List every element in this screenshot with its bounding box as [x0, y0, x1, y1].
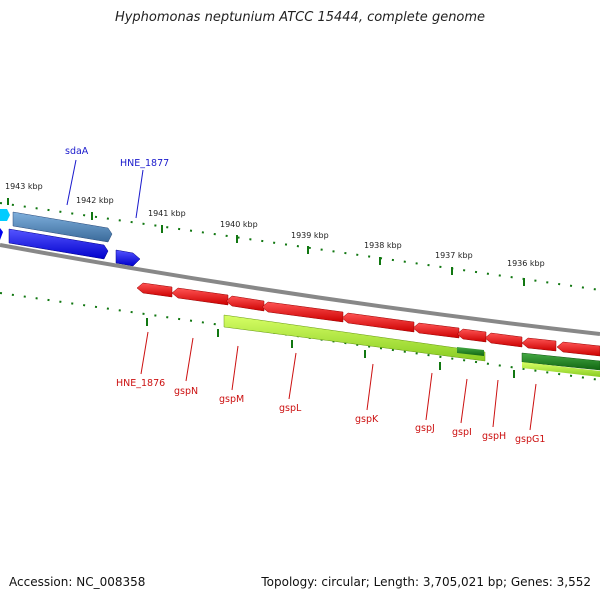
- gene-label-gspN: gspN: [174, 386, 198, 397]
- leader-line: [66, 159, 77, 206]
- gene-label-gspH: gspH: [482, 431, 506, 442]
- gene-blue-long[interactable]: [8, 228, 109, 260]
- gene-label-HNE_1877: HNE_1877: [120, 158, 169, 169]
- kbp-label: 1941 kbp: [148, 209, 186, 218]
- gene-lime-long[interactable]: [223, 314, 486, 362]
- gene-gspN[interactable]: [171, 287, 229, 306]
- bottom-leaders: [140, 331, 537, 431]
- gene-label-sdaA: sdaA: [65, 146, 89, 157]
- kbp-label: 1939 kbp: [291, 231, 329, 240]
- gene-label-gspJ: gspJ: [415, 423, 435, 434]
- gene-label-gspK: gspK: [355, 414, 379, 425]
- gene-gspL[interactable]: [261, 301, 344, 323]
- gene-cyan[interactable]: [0, 209, 10, 221]
- gene-gspM[interactable]: [225, 295, 265, 312]
- kbp-label: 1943 kbp: [5, 182, 43, 191]
- kbp-label: 1937 kbp: [435, 251, 473, 260]
- genome-backbone: [0, 243, 600, 336]
- gene-label-gspG1: gspG1: [515, 434, 545, 445]
- gene-label-gspM: gspM: [219, 394, 244, 405]
- reverse-genes: [136, 282, 600, 357]
- gene-HNE_1877[interactable]: [115, 249, 141, 267]
- gene-gspI[interactable]: [456, 328, 487, 343]
- gene-gspK[interactable]: [341, 312, 415, 333]
- upper-tick-track: [0, 198, 600, 291]
- gene-green-small[interactable]: [457, 347, 484, 356]
- reverse-genes-inner: [223, 314, 600, 377]
- gene-gspH[interactable]: [484, 332, 523, 348]
- kbp-label: 1938 kbp: [364, 241, 402, 250]
- kbp-label: 1936 kbp: [507, 259, 545, 268]
- gene-label-HNE_1876: HNE_1876: [116, 378, 165, 389]
- gene-gspG1[interactable]: [521, 337, 557, 352]
- gene-green-right[interactable]: [521, 352, 600, 371]
- lower-tick-track: [0, 292, 600, 381]
- gene-label-gspI: gspI: [452, 427, 472, 438]
- gene-gspJ[interactable]: [412, 322, 460, 339]
- genome-stats-text: Topology: circular; Length: 3,705,021 bp…: [261, 575, 591, 589]
- gene-sdaA[interactable]: [12, 211, 113, 243]
- gene-lime-right[interactable]: [522, 362, 600, 377]
- accession-text: Accession: NC_008358: [9, 575, 146, 589]
- forward-genes: [0, 209, 141, 267]
- gene-red-right[interactable]: [556, 341, 600, 357]
- gene-left-edge[interactable]: [0, 228, 3, 240]
- kbp-label: 1940 kbp: [220, 220, 258, 229]
- kbp-label: 1942 kbp: [76, 196, 114, 205]
- gene-label-gspL: gspL: [279, 403, 302, 414]
- gene-HNE_1876[interactable]: [136, 282, 173, 298]
- leader-line: [135, 169, 144, 219]
- map-title: Hyphomonas neptunium ATCC 15444, complet…: [114, 10, 486, 25]
